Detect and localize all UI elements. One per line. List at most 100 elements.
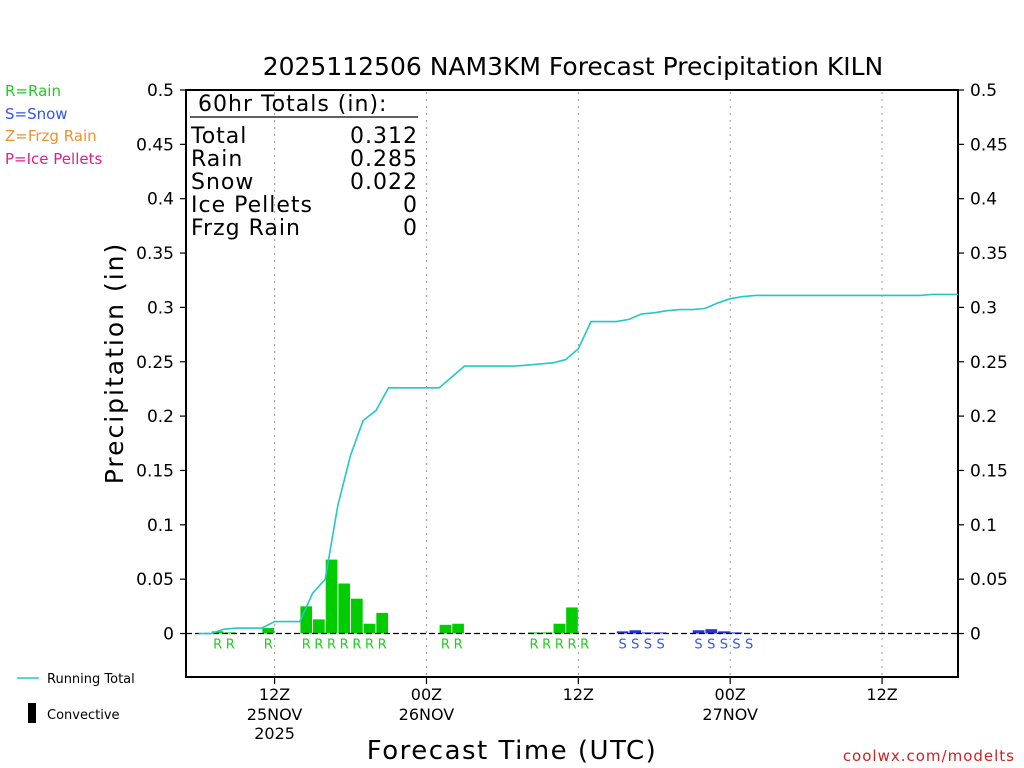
- totals-header: 60hr Totals (in):: [198, 92, 387, 117]
- bar-rain: [528, 632, 540, 634]
- type-marker: S: [707, 638, 715, 653]
- totals-label: Frzg Rain: [191, 216, 301, 241]
- legend-frzg-rain: Z=Frzg Rain: [5, 127, 97, 145]
- bar-snow: [616, 631, 629, 634]
- type-marker: R: [530, 638, 539, 653]
- bar-rain: [211, 631, 224, 634]
- credit-text: coolwx.com/modelts: [843, 747, 1015, 765]
- x-tick-year: 2025: [254, 724, 295, 743]
- type-marker: R: [327, 638, 336, 653]
- y-axis-label: Precipitation (in): [100, 242, 129, 485]
- type-marker: R: [314, 638, 323, 653]
- type-marker: S: [618, 638, 626, 653]
- y-tick-label-right: 0: [970, 625, 981, 645]
- bar-snow: [705, 629, 718, 634]
- bar-rain: [566, 607, 578, 634]
- totals-value: 0.022: [350, 170, 418, 195]
- totals-value: 0.285: [350, 147, 418, 172]
- plot-frame: [185, 89, 959, 678]
- y-tick-label-left: 0.4: [147, 190, 174, 210]
- x-axis-label: Forecast Time (UTC): [367, 736, 658, 766]
- bar-rain: [300, 606, 313, 634]
- bar-snow: [654, 632, 667, 634]
- x-tick-label: 12Z: [259, 685, 290, 704]
- totals-label: Ice Pellets: [191, 193, 313, 218]
- running-total-legend-label: Running Total: [47, 672, 135, 687]
- y-tick-label-left: 0.5: [147, 81, 174, 101]
- y-tick-label-left: 0.15: [136, 461, 174, 481]
- totals-label: Rain: [191, 147, 243, 172]
- bar-rain: [262, 628, 275, 634]
- type-marker: S: [644, 638, 652, 653]
- type-marker: R: [302, 638, 311, 653]
- x-tick-label: 12Z: [563, 685, 594, 704]
- totals-value: 0: [403, 216, 418, 241]
- bar-rain: [325, 559, 338, 634]
- type-marker: S: [732, 638, 740, 653]
- type-marker: R: [340, 638, 349, 653]
- type-marker: R: [580, 638, 589, 653]
- type-marker: R: [264, 638, 273, 653]
- type-marker: R: [555, 638, 564, 653]
- y-tick-label-right: 0.25: [970, 353, 1008, 373]
- legend-ice-pellets: P=Ice Pellets: [5, 150, 102, 168]
- y-tick-label-right: 0.4: [970, 190, 997, 210]
- y-tick-label-left: 0: [163, 625, 174, 645]
- totals-box: 60hr Totals (in): Total 0.312 Rain 0.285 Sno…: [190, 92, 418, 241]
- type-marker: R: [542, 638, 551, 653]
- type-legend: R=Rain S=Snow Z=Frzg Rain P=Ice Pellets: [5, 82, 102, 168]
- type-marker: R: [567, 638, 576, 653]
- type-marker: R: [365, 638, 374, 653]
- convective-legend-label: Convective: [47, 708, 120, 723]
- totals-label: Total: [190, 124, 247, 149]
- x-tick-date: 25NOV: [247, 705, 303, 724]
- y-tick-label-right: 0.2: [970, 407, 997, 427]
- y-tick-label-left: 0.05: [136, 570, 174, 590]
- x-tick-label: 12Z: [866, 685, 897, 704]
- y-tick-label-left: 0.1: [147, 516, 174, 536]
- precip-bars: [211, 559, 743, 634]
- x-tick-label: 00Z: [715, 685, 746, 704]
- bar-rain: [351, 598, 363, 634]
- type-marker: S: [745, 638, 753, 653]
- type-marker: S: [694, 638, 702, 653]
- x-tick-date: 26NOV: [399, 705, 455, 724]
- totals-rows: Total 0.312 Rain 0.285 Snow 0.022 Ice Pellets 0…: [190, 124, 418, 241]
- bar-rain: [452, 623, 464, 634]
- bar-rain: [313, 619, 325, 634]
- bar-snow: [718, 631, 730, 634]
- y-tick-label-right: 0.05: [970, 570, 1008, 590]
- x-tick-label: 00Z: [411, 685, 442, 704]
- bar-rain: [338, 583, 351, 634]
- type-marker: S: [720, 638, 728, 653]
- running-total-polyline: [198, 293, 958, 635]
- y-tick-label-left: 0.3: [147, 298, 174, 318]
- type-marker: R: [352, 638, 361, 653]
- totals-value: 0.312: [350, 124, 418, 149]
- type-marker: S: [656, 638, 664, 653]
- type-marker: R: [441, 638, 450, 653]
- bar-snow: [692, 630, 705, 634]
- type-marker: R: [378, 638, 387, 653]
- y-tick-label-left: 0.25: [136, 353, 174, 373]
- legend-rain: R=Rain: [5, 82, 61, 100]
- bar-rain: [224, 632, 237, 634]
- x-tick-date: 27NOV: [702, 705, 758, 724]
- type-marker: R: [454, 638, 463, 653]
- type-marker: R: [226, 638, 235, 653]
- bar-rain: [376, 612, 388, 634]
- bottom-legend: Running Total Convective: [17, 672, 135, 723]
- type-marker: R: [213, 638, 222, 653]
- bar-rain: [553, 623, 566, 634]
- y-tick-label-left: 0.45: [136, 135, 174, 155]
- y-tick-label-right: 0.3: [970, 298, 997, 318]
- running-total-line: [198, 293, 958, 635]
- type-marker: S: [631, 638, 639, 653]
- y-tick-label-right: 0.5: [970, 81, 997, 101]
- legend-snow: S=Snow: [5, 105, 68, 123]
- bar-rain: [363, 623, 376, 634]
- y-axis-ticks: 0 00.05 0.050.1 0.10.15 0.150.2 0.20.25 0.250.…: [136, 81, 1008, 645]
- y-tick-label-right: 0.15: [970, 461, 1008, 481]
